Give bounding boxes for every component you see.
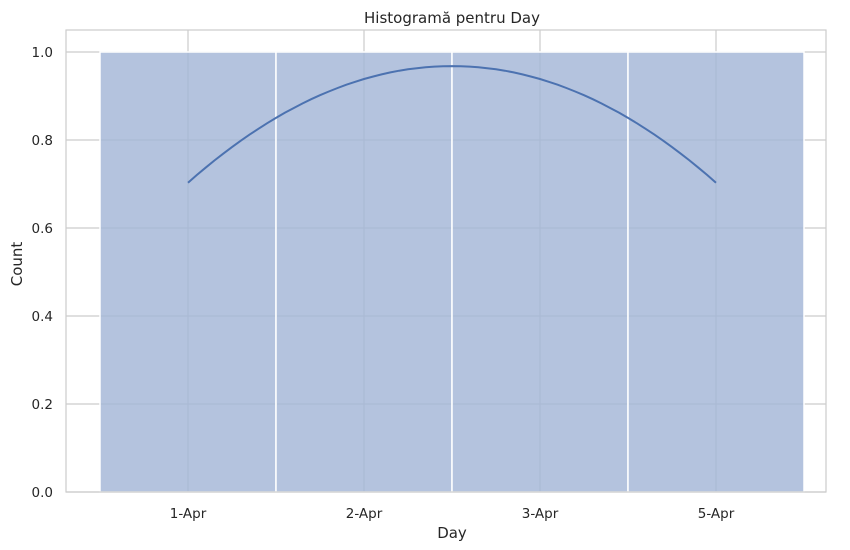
bar-layer <box>99 51 805 493</box>
x-axis-label: Day <box>437 524 467 542</box>
kde-line <box>187 65 717 184</box>
y-tick-label: 0.2 <box>32 397 53 413</box>
y-tick-label: 0.8 <box>32 133 53 149</box>
y-tick-label: 0.6 <box>32 221 53 237</box>
y-tick-label: 0.4 <box>32 309 53 325</box>
x-tick-label: 3-Apr <box>522 506 559 522</box>
x-tick-label: 2-Apr <box>346 506 383 522</box>
histogram-bar <box>627 51 805 493</box>
axes-frame <box>65 29 827 493</box>
histogram-bar <box>99 51 277 493</box>
y-tick-labels: 0.0 0.2 0.4 0.6 0.8 1.0 <box>32 45 53 501</box>
kde-layer <box>187 65 717 184</box>
y-tick-label: 0.0 <box>32 485 53 501</box>
x-tick-labels: 1-Apr 2-Apr 3-Apr 5-Apr <box>170 506 735 522</box>
x-tick-label: 1-Apr <box>170 506 207 522</box>
histogram-bar <box>451 51 629 493</box>
y-tick-label: 1.0 <box>32 45 53 61</box>
y-axis-label: Count <box>8 242 26 287</box>
chart-title: Histogramă pentru Day <box>364 9 540 27</box>
x-tick-label: 5-Apr <box>698 506 735 522</box>
histogram-bar <box>275 51 453 493</box>
